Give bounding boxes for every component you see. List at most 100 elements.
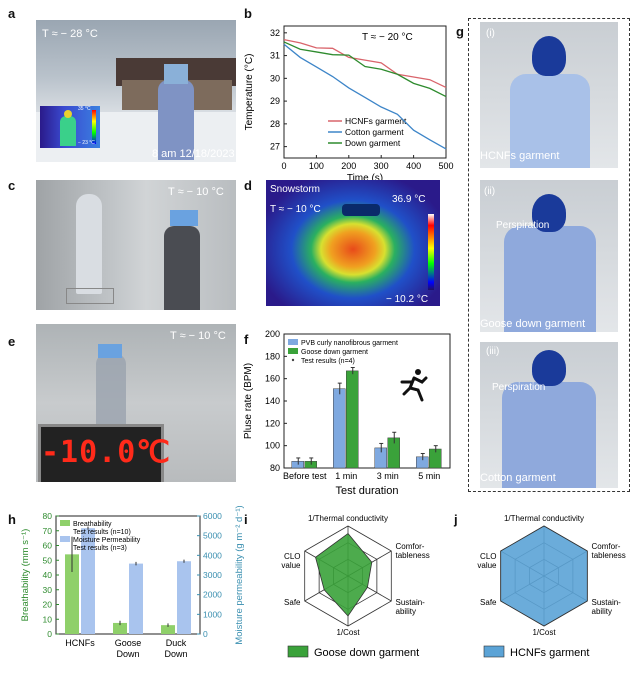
legend-label-3: Test results (n=4) — [301, 358, 355, 365]
y-tick-label: 80 — [270, 463, 280, 473]
thermal-scale — [428, 214, 434, 290]
bar-2 — [177, 561, 191, 634]
mannequin-stand — [66, 288, 114, 304]
x-tick-label: 0 — [281, 161, 286, 171]
perspiration-label-3: Perspiration — [492, 382, 546, 393]
radar-label-right-1: Comfor- — [592, 542, 621, 551]
garment-label-1: HCNFs garment — [480, 150, 560, 162]
thermal-image: Snowstorm T ≈ − 10 °C 36.9 °C − 10.2 °C — [266, 180, 440, 306]
thermo-hi-a: 35 °C — [78, 106, 91, 112]
legend-swatch-3 — [60, 536, 70, 542]
legend-marker-3 — [291, 358, 295, 362]
photo-outdoor-snow: T ≈ − 28 °C 35 °C − 23 °C 8 am 12/18/202… — [36, 20, 236, 162]
radar-label-right-1: Comfor- — [396, 542, 425, 551]
garment-label-2: Goose down garment — [480, 318, 586, 330]
x-tick-label: 500 — [438, 161, 453, 171]
sub-label-3: (iii) — [486, 346, 500, 357]
x-axis-label: Test duration — [336, 485, 399, 497]
legend-label-2: Cotton garment — [345, 127, 404, 137]
photo-hcnfs-garment: (i) HCNFs garment — [480, 22, 618, 168]
x-tick-label: Before test — [283, 471, 327, 481]
series-line-3 — [283, 41, 447, 98]
legend-swatch-2 — [288, 348, 298, 354]
temperature-line-chart: 0 100 200 300 400 500 27 28 29 30 31 32 Time (s) Temp… — [244, 25, 454, 180]
panel-label-h: h — [8, 512, 16, 527]
series-line-1 — [283, 39, 447, 89]
x-tick-label: 5 min — [418, 471, 440, 481]
y-tick-label-right: 4000 — [203, 550, 222, 560]
legend-swatch — [287, 645, 309, 658]
garment-comparison-frame — [468, 18, 630, 492]
y-tick-label-left: 10 — [43, 614, 53, 624]
person — [158, 80, 194, 160]
face-blur-e — [98, 344, 122, 358]
panel-label-j: j — [454, 512, 458, 527]
photo-cotton-garment: (iii) Perspiration Cotton garment — [480, 342, 618, 488]
bar-1 — [65, 554, 79, 634]
x-tick-label: 200 — [341, 161, 356, 171]
y-tick-label: 31 — [270, 51, 280, 61]
radar-label-left-1: CLO — [480, 552, 496, 561]
panel-label-c: c — [8, 178, 16, 193]
y-tick-label: 30 — [270, 73, 280, 83]
display-readout: -10.0℃ — [41, 435, 171, 470]
legend-swatch — [483, 645, 505, 658]
panel-label-a: a — [8, 6, 16, 21]
panel-label-i: i — [244, 512, 248, 527]
y-tick-label-left: 0 — [47, 629, 52, 639]
legend-label-2: Test results (n=10) — [73, 529, 131, 536]
legend-label-1: Breathability — [73, 521, 112, 528]
radar-chart-goose-down: 1/Thermal conductivity Comfor-tableness Su… — [281, 514, 430, 659]
legend-label-1: HCNFs garment — [345, 116, 407, 126]
thermo-lo-a: − 23 °C — [78, 140, 95, 146]
y-tick-label-right: 1000 — [203, 609, 222, 619]
radar-label-left-2: value — [477, 561, 497, 570]
x-tick-label: HCNFs — [65, 638, 95, 648]
face-blur — [164, 64, 188, 84]
panel-label-g: g — [456, 24, 464, 39]
y-tick-label: 32 — [270, 28, 280, 38]
bar-2 — [81, 528, 95, 634]
y-tick-label: 140 — [265, 396, 280, 406]
breathability-bar-chart: 0 10 20 30 40 50 60 70 80 0 1000 2000 3000 4000 5000 60… — [20, 506, 245, 659]
person-walking — [96, 354, 126, 434]
panel-label-b: b — [244, 6, 252, 21]
legend-swatch-1 — [288, 339, 298, 345]
thermometer-display: -10.0℃ — [38, 424, 171, 482]
bar-2 — [346, 370, 359, 469]
face-blur-c — [170, 210, 198, 226]
x-tick-label: 3 min — [377, 471, 399, 481]
x-tick-label: Goose — [115, 638, 142, 648]
y-tick-label: 100 — [265, 441, 280, 451]
radar-label-bottom: 1/Cost — [532, 628, 556, 637]
radar-chart-hcnfs: 1/Thermal conductivity Comfor-tableness Su… — [477, 514, 625, 659]
radar-label-right-2: tableness — [396, 551, 430, 560]
x-tick-label: Duck — [166, 638, 187, 648]
bar-2 — [129, 563, 143, 634]
x-tick-label: 300 — [374, 161, 389, 171]
y-tick-label-right: 2000 — [203, 590, 222, 600]
radar-label-top: 1/Thermal conductivity — [308, 514, 388, 523]
pulse-rate-bar-chart: 80 100 120 140 160 180 200 Before test 1 min 3 mi… — [243, 330, 451, 497]
legend-label-3: Down garment — [345, 138, 401, 148]
radar-label-left-bottom: Safe — [480, 598, 497, 607]
x-tick-label: 100 — [309, 161, 324, 171]
thermal-hi: 36.9 °C — [392, 194, 426, 205]
radar-label-rbot-1: Sustain- — [396, 598, 426, 607]
y-tick-label-right: 3000 — [203, 570, 222, 580]
x-axis-label: Time (s) — [347, 173, 383, 180]
sub-label-1: (i) — [486, 28, 495, 39]
plot-frame — [283, 25, 447, 159]
radar-area — [315, 532, 373, 617]
bar-1 — [113, 622, 127, 634]
mannequin — [76, 194, 102, 294]
thermal-glasses — [342, 204, 380, 216]
sub-label-2: (ii) — [484, 186, 496, 197]
y-tick-label: 120 — [265, 418, 280, 428]
y-tick-label: 28 — [270, 119, 280, 129]
x-tick-label: 1 min — [335, 471, 357, 481]
y-axis-label: Temperature (°C) — [244, 54, 255, 131]
radar-label-rbot-2: ability — [592, 607, 612, 616]
y-tick-label: 160 — [265, 374, 280, 384]
x-tick-label: Down — [164, 649, 187, 659]
